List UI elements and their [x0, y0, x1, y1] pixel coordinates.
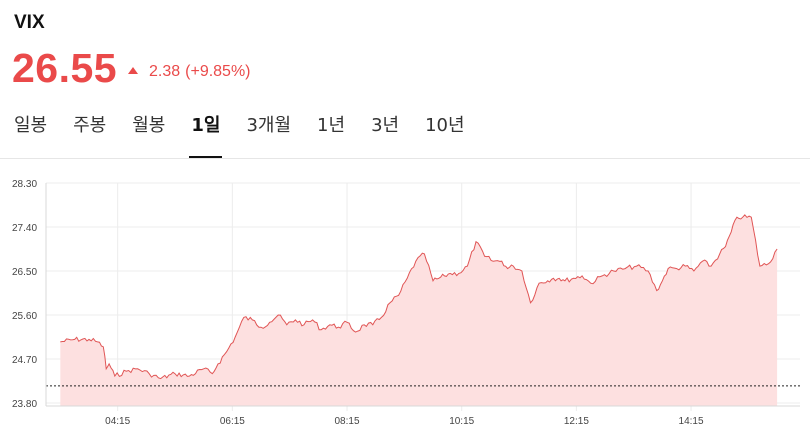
intraday-chart[interactable]: 28.30 27.40 26.50 25.60 24.70 23.80 04:15 06:1… [0, 170, 810, 436]
tab-weekly[interactable]: 주봉 [73, 115, 107, 136]
y-tick-label: 26.50 [12, 267, 37, 278]
change-value: 2.38 [149, 63, 181, 80]
x-tick-label: 12:15 [564, 416, 589, 427]
triangle-up-icon [128, 67, 138, 74]
price-change: 2.38 (+9.85%) [128, 62, 251, 82]
tab-monthly[interactable]: 월봉 [132, 115, 166, 136]
ticker-symbol: VIX [14, 12, 45, 33]
x-tick-label: 04:15 [105, 416, 130, 427]
period-tabs: 일봉 주봉 월봉 1일 3개월 1년 3년 10년 [14, 112, 491, 158]
x-tick-label: 06:15 [220, 416, 245, 427]
tab-3months[interactable]: 3개월 [246, 115, 292, 136]
y-axis: 28.30 27.40 26.50 25.60 24.70 23.80 [12, 179, 47, 410]
x-tick-label: 08:15 [335, 416, 360, 427]
x-axis: 04:15 06:15 08:15 10:15 12:15 14:15 [46, 405, 800, 427]
y-tick-label: 24.70 [12, 355, 37, 366]
y-tick-label: 28.30 [12, 179, 37, 190]
x-tick-label: 14:15 [679, 416, 704, 427]
tabs-divider [0, 158, 810, 159]
tab-3years[interactable]: 3년 [371, 115, 400, 136]
tab-1day[interactable]: 1일 [189, 112, 223, 158]
x-tick-label: 10:15 [449, 416, 474, 427]
change-percent: (+9.85%) [185, 63, 251, 80]
tab-10years[interactable]: 10년 [425, 115, 465, 136]
y-tick-label: 27.40 [12, 223, 37, 234]
tab-1year[interactable]: 1년 [317, 115, 346, 136]
price-area-fill [60, 214, 778, 406]
y-tick-label: 23.80 [12, 399, 37, 410]
y-tick-label: 25.60 [12, 311, 37, 322]
price-line [60, 214, 778, 380]
tab-daily[interactable]: 일봉 [14, 115, 48, 136]
current-price: 26.55 [12, 45, 118, 91]
